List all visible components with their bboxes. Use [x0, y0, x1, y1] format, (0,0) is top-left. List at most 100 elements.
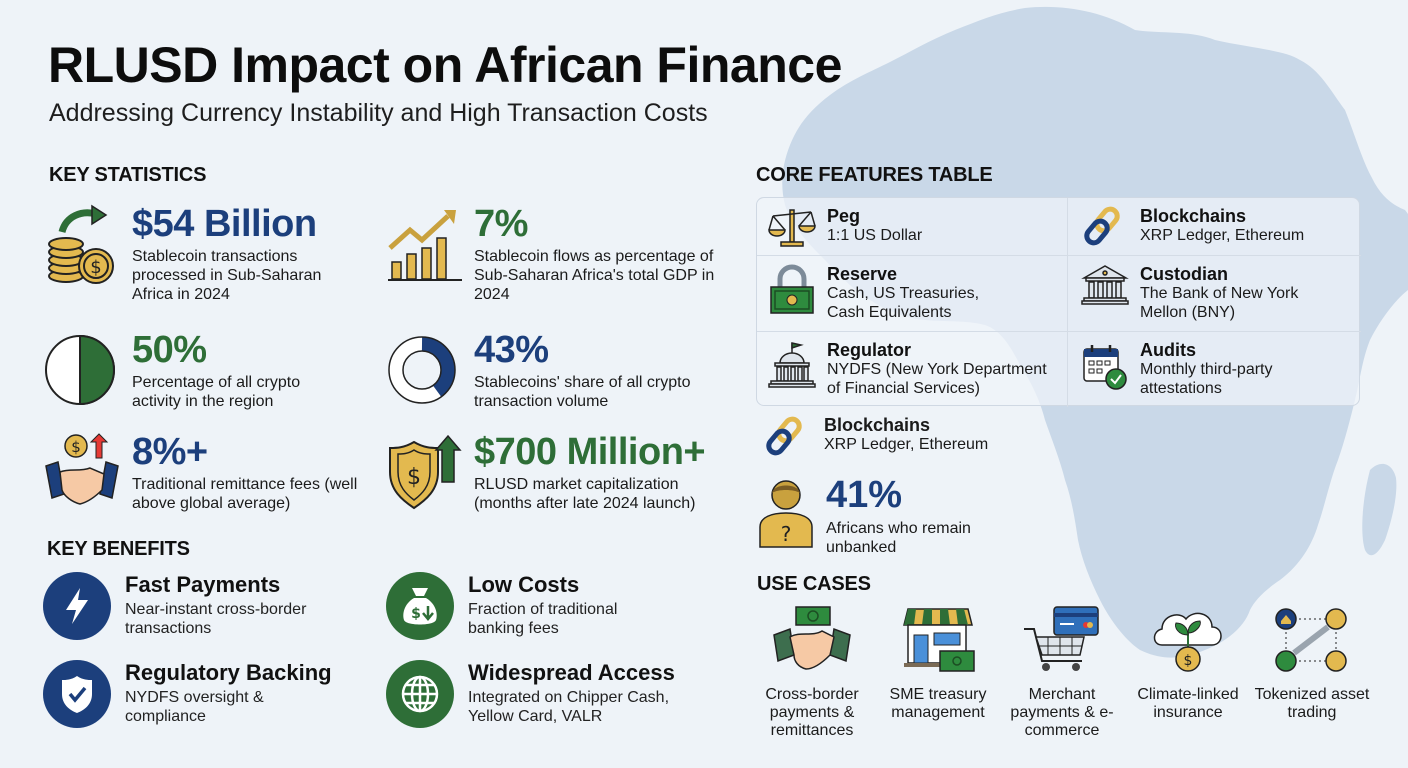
feature-label: Custodian	[1140, 264, 1228, 284]
benefit-title: Low Costs	[468, 572, 580, 597]
benefit-description: Fraction of traditional banking fees	[468, 601, 618, 637]
feature-cell-reserve: Reserve Cash, US Treasuries, Cash Equiva…	[757, 256, 1067, 332]
stat-description: Percentage of all crypto activity in the…	[132, 374, 301, 410]
feature-cell-regulator: Regulator NYDFS (New York Department of …	[757, 332, 1067, 407]
benefit-title: Fast Payments	[125, 572, 281, 597]
storefront-icon	[903, 608, 975, 672]
person-question-icon: ?	[759, 480, 813, 548]
stat-card: 50% Percentage of all crypto activity in…	[44, 330, 384, 411]
stat-card: $ $700 Million+ RLUSD market capitalizat…	[386, 432, 726, 513]
token-network-icon	[1275, 608, 1347, 672]
feature-label: Blockchains	[824, 415, 931, 435]
core-features-heading: CORE FEATURES TABLE	[756, 164, 993, 186]
use-case-item: $ Climate-linked insurance	[1128, 605, 1248, 722]
use-cases-heading: USE CASES	[757, 573, 871, 595]
stat-description: Stablecoins' share of all crypto transac…	[474, 374, 691, 410]
feature-label: Peg	[827, 206, 861, 226]
svg-text:?: ?	[781, 522, 792, 546]
capitol-icon	[768, 342, 816, 388]
feature-label: Blockchains	[1140, 206, 1247, 226]
chain-link-icon	[1084, 206, 1120, 246]
bank-icon	[1081, 265, 1129, 305]
stat-value: 43%	[474, 329, 549, 371]
use-case-item: SME treasury management	[878, 605, 998, 722]
stat-description: Africans who remain unbanked	[826, 520, 971, 556]
stat-description: Stablecoin transactions processed in Sub…	[132, 248, 322, 303]
stat-value: $700 Million+	[474, 431, 706, 473]
feature-label: Reserve	[827, 264, 898, 284]
svg-text:$: $	[1184, 653, 1193, 669]
stat-description: RLUSD market capitalization (months afte…	[474, 476, 696, 512]
feature-cell-custodian: Custodian The Bank of New York Mellon (B…	[1067, 256, 1361, 332]
use-case-label: Tokenized asset trading	[1254, 686, 1370, 721]
benefit-title: Widespread Access	[468, 660, 675, 685]
stat-description: Traditional remittance fees (well above …	[132, 476, 358, 512]
svg-text:$: $	[411, 606, 421, 622]
svg-text:$: $	[90, 257, 101, 278]
feature-value: XRP Ledger, Ethereum	[1140, 227, 1305, 244]
lightning-icon	[43, 572, 111, 640]
benefit-description: NYDFS oversight & compliance	[125, 689, 264, 725]
cart-card-icon	[1024, 606, 1099, 671]
feature-value: Cash, US Treasuries, Cash Equivalents	[827, 285, 980, 321]
stat-unbanked: ? 41% Africans who remain unbanked	[758, 475, 996, 557]
stat-card: $ 8%+ Traditional remittance fees (well …	[44, 432, 384, 513]
svg-text:$: $	[407, 465, 421, 490]
stat-value: 8%+	[132, 431, 208, 473]
key-benefits-heading: KEY BENEFITS	[47, 538, 190, 560]
benefit-title: Regulatory Backing	[125, 660, 332, 685]
benefit-description: Integrated on Chipper Cash, Yellow Card,…	[468, 689, 670, 725]
feature-cell-audits: Audits Monthly third-party attestations	[1067, 332, 1361, 407]
use-case-label: Cross-border payments & remittances	[765, 686, 859, 739]
stat-card: 43% Stablecoins' share of all crypto tra…	[386, 330, 726, 411]
feature-blockchains-extra: Blockchains XRP Ledger, Ethereum	[762, 415, 988, 459]
stat-description: Stablecoin flows as percentage of Sub-Sa…	[474, 248, 715, 303]
use-case-item: Tokenized asset trading	[1252, 605, 1372, 722]
feature-label: Regulator	[827, 340, 912, 360]
shield-check-icon	[43, 660, 111, 728]
chain-link-icon	[766, 416, 802, 456]
bar-chart-growth-icon	[388, 210, 462, 281]
feature-value: 1:1 US Dollar	[827, 227, 923, 244]
feature-value: NYDFS (New York Department of Financial …	[827, 361, 1047, 397]
stat-value: $54 Billion	[132, 203, 317, 245]
lock-cash-icon	[770, 264, 814, 314]
svg-text:$: $	[71, 438, 81, 456]
use-case-item: Merchant payments & e-commerce	[1002, 605, 1122, 740]
shield-dollar-icon: $	[389, 434, 462, 510]
page-subtitle: Addressing Currency Instability and High…	[49, 99, 708, 127]
donut-chart-icon	[388, 336, 456, 404]
core-features-table: Peg 1:1 US Dollar Blockchains XRP Ledger…	[756, 197, 1361, 407]
stat-value: 50%	[132, 329, 207, 371]
feature-value: XRP Ledger, Ethereum	[824, 436, 989, 453]
feature-cell-peg: Peg 1:1 US Dollar	[757, 198, 1067, 256]
use-case-label: SME treasury management	[889, 686, 987, 721]
handshake-cash-icon	[773, 606, 851, 670]
money-bag-icon: $	[386, 572, 454, 640]
stat-card: $ $54 Billion Stablecoin transactions pr…	[44, 204, 384, 304]
coins-arrow-icon: $	[48, 204, 114, 284]
page-title: RLUSD Impact on African Finance	[48, 37, 842, 93]
benefit-item: Widespread Access Integrated on Chipper …	[386, 660, 726, 728]
globe-icon	[386, 660, 454, 728]
use-case-item: Cross-border payments & remittances	[752, 605, 872, 740]
benefit-item: Fast Payments Near-instant cross-border …	[43, 572, 383, 640]
benefit-item: Regulatory Backing NYDFS oversight & com…	[43, 660, 383, 728]
benefit-description: Near-instant cross-border transactions	[125, 601, 307, 637]
feature-value: The Bank of New York Mellon (BNY)	[1140, 285, 1299, 321]
use-case-label: Merchant payments & e-commerce	[1010, 686, 1114, 739]
stat-value: 7%	[474, 203, 528, 245]
stat-value: 41%	[826, 474, 903, 516]
handshake-fee-icon: $	[45, 433, 119, 505]
feature-value: Monthly third-party attestations	[1140, 361, 1273, 397]
calendar-check-icon	[1083, 345, 1127, 390]
cloud-plant-icon: $	[1153, 612, 1222, 672]
feature-label: Audits	[1140, 340, 1196, 360]
stat-card: 7% Stablecoin flows as percentage of Sub…	[386, 204, 726, 304]
use-case-label: Climate-linked insurance	[1137, 686, 1239, 721]
key-statistics-heading: KEY STATISTICS	[49, 164, 207, 186]
half-pie-icon	[45, 334, 115, 406]
benefit-item: $ Low Costs Fraction of traditional bank…	[386, 572, 726, 640]
scales-icon	[768, 209, 816, 247]
feature-cell-blockchains: Blockchains XRP Ledger, Ethereum	[1067, 198, 1361, 256]
